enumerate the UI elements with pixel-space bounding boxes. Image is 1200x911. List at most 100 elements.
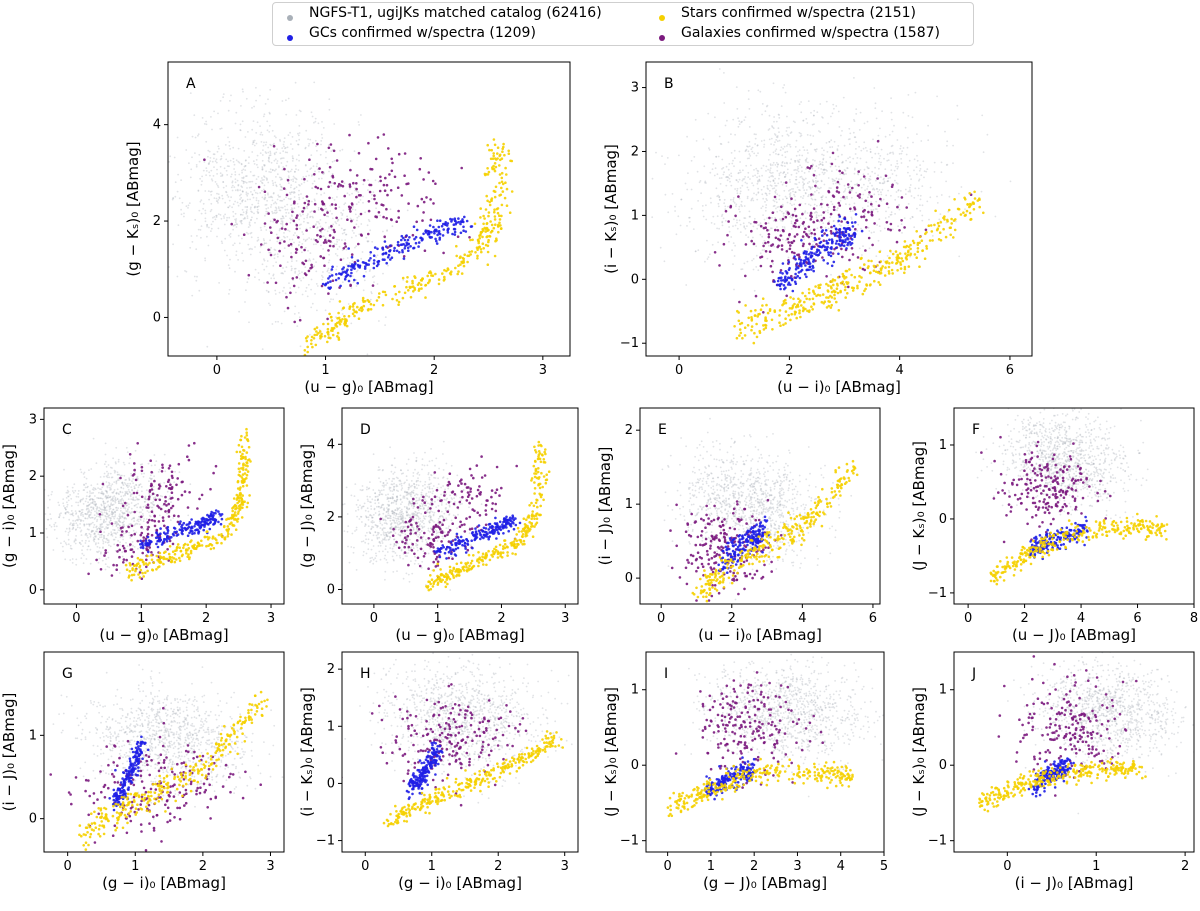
point-catalog — [849, 161, 851, 164]
point-catalog — [712, 163, 715, 165]
point-catalog — [314, 199, 316, 202]
point-catalog — [116, 531, 119, 534]
point-catalog — [710, 222, 713, 224]
point-catalog — [256, 192, 259, 195]
point-catalog — [892, 153, 895, 155]
point-catalog — [808, 170, 810, 173]
point-gc — [781, 262, 785, 265]
point-catalog — [867, 185, 869, 188]
point-catalog — [861, 197, 863, 200]
point-catalog — [298, 224, 301, 226]
point-catalog — [822, 195, 824, 197]
point-star — [877, 281, 880, 284]
point-catalog — [379, 214, 382, 217]
point-catalog — [761, 249, 764, 252]
point-catalog — [783, 228, 786, 231]
point-catalog — [704, 181, 706, 184]
point-catalog — [781, 161, 784, 163]
point-catalog — [107, 464, 110, 466]
point-gc — [787, 281, 791, 285]
point-catalog — [330, 150, 333, 153]
point-catalog — [111, 511, 113, 513]
point-star — [936, 221, 940, 225]
point-catalog — [705, 218, 708, 221]
point-galaxy — [359, 233, 363, 236]
point-galaxy — [851, 186, 854, 190]
point-galaxy — [278, 249, 281, 253]
point-catalog — [848, 245, 850, 248]
point-catalog — [760, 140, 763, 142]
point-catalog — [232, 146, 235, 149]
point-catalog — [289, 287, 292, 289]
point-galaxy — [314, 239, 318, 242]
point-star — [492, 226, 496, 230]
point-catalog — [250, 206, 252, 209]
point-catalog — [50, 517, 52, 520]
point-catalog — [753, 169, 755, 171]
point-catalog — [869, 178, 872, 181]
point-galaxy — [304, 259, 308, 263]
point-star — [750, 325, 754, 328]
point-catalog — [371, 193, 373, 196]
point-catalog — [763, 185, 765, 188]
point-gc — [372, 254, 376, 257]
point-catalog — [897, 189, 900, 192]
point-catalog — [91, 488, 94, 491]
point-galaxy — [812, 173, 816, 177]
point-catalog — [285, 164, 288, 167]
point-catalog — [128, 478, 131, 481]
point-catalog — [958, 255, 961, 258]
point-gc — [452, 223, 456, 226]
point-catalog — [793, 203, 796, 206]
point-catalog — [108, 481, 110, 484]
point-catalog — [836, 149, 839, 152]
point-catalog — [706, 239, 708, 242]
point-catalog — [127, 486, 129, 489]
point-star — [831, 280, 834, 283]
point-gc — [794, 272, 797, 276]
point-catalog — [111, 498, 114, 501]
point-catalog — [93, 535, 96, 538]
point-catalog — [84, 513, 87, 515]
point-catalog — [785, 213, 788, 215]
point-catalog — [265, 210, 268, 213]
point-catalog — [142, 520, 145, 523]
point-star — [505, 173, 508, 176]
point-galaxy — [785, 294, 788, 298]
point-catalog — [138, 516, 141, 518]
point-catalog — [255, 159, 258, 161]
point-catalog — [324, 205, 327, 207]
point-catalog — [755, 154, 758, 157]
point-star — [437, 282, 441, 286]
point-catalog — [770, 175, 772, 178]
point-star — [811, 297, 815, 301]
point-galaxy — [724, 209, 728, 213]
point-catalog — [917, 194, 920, 197]
point-catalog — [103, 472, 106, 475]
point-gc — [814, 238, 817, 241]
point-catalog — [884, 217, 887, 219]
point-catalog — [680, 198, 683, 201]
point-catalog — [747, 145, 749, 148]
point-catalog — [99, 536, 101, 539]
point-star — [361, 308, 364, 311]
point-gc — [353, 278, 356, 282]
point-catalog — [871, 156, 873, 159]
point-catalog — [269, 152, 272, 155]
point-catalog — [159, 186, 161, 188]
point-catalog — [83, 554, 85, 557]
point-catalog — [282, 217, 285, 220]
point-catalog — [754, 143, 756, 145]
point-catalog — [309, 138, 312, 141]
point-gc — [385, 261, 389, 265]
point-catalog — [328, 226, 331, 228]
point-galaxy — [718, 264, 721, 267]
point-star — [916, 247, 920, 250]
point-catalog — [296, 325, 299, 327]
point-catalog — [89, 513, 92, 516]
point-catalog — [207, 149, 210, 152]
point-catalog — [238, 173, 241, 176]
point-catalog — [49, 513, 52, 515]
point-galaxy — [429, 218, 433, 222]
x-tick-label: 6 — [1006, 363, 1014, 378]
